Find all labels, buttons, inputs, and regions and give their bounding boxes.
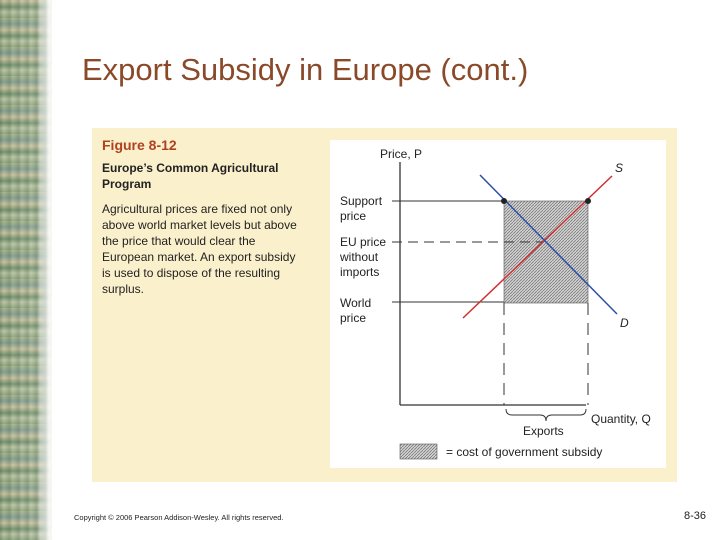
- page-number: 8-36: [684, 510, 707, 522]
- figure-title: Europe’s Common Agricultural Program: [102, 161, 279, 191]
- exports-brace: [505, 408, 587, 422]
- x-axis-label: Quantity, Q: [591, 412, 651, 426]
- supply-demand-diagram: Price, P Quantity, Q S D Support price E…: [339, 147, 651, 460]
- support-price-label-line2: price: [340, 209, 366, 223]
- diagram-area: Price, P Quantity, Q S D Support price E…: [330, 140, 666, 468]
- demand-label: D: [620, 316, 629, 330]
- subsidy-cost-area: [503, 200, 589, 304]
- demand-curve: [479, 174, 618, 315]
- world-price-label-line2: price: [340, 311, 366, 325]
- slide-title: Export Subsidy in Europe (cont.): [82, 52, 529, 87]
- eu-price-label-line1: EU price: [340, 235, 386, 249]
- figure-label: Figure 8-12: [102, 137, 177, 153]
- decorative-side-image: [0, 0, 58, 540]
- supply-point-at-support-price: [585, 198, 591, 204]
- legend-swatch: [399, 443, 438, 460]
- exports-label: Exports: [523, 424, 564, 438]
- eu-price-label-line2: without: [339, 250, 379, 264]
- y-axis-label: Price, P: [380, 147, 422, 161]
- figure-caption: Agricultural prices are fixed not only a…: [102, 202, 297, 296]
- supply-label: S: [615, 161, 623, 175]
- copyright-footer: Copyright © 2006 Pearson Addison-Wesley.…: [74, 513, 284, 522]
- legend-text: = cost of government subsidy: [446, 445, 602, 459]
- demand-point-at-support-price: [501, 198, 507, 204]
- support-price-label-line1: Support: [340, 194, 383, 208]
- side-image-fade: [38, 0, 58, 540]
- world-price-label-line1: World: [340, 296, 371, 310]
- eu-price-label-line3: imports: [340, 265, 379, 279]
